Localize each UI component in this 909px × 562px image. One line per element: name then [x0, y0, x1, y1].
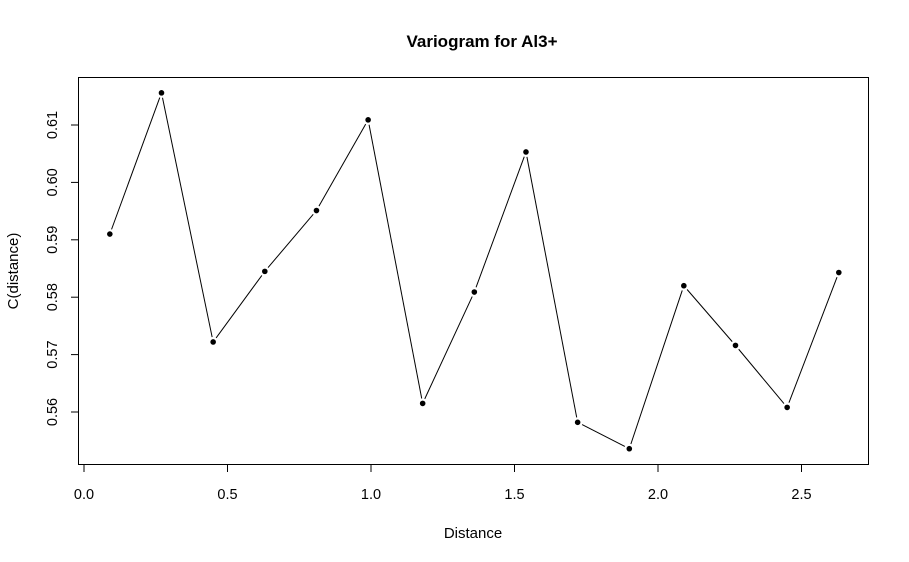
x-tick-label: 2.0: [648, 487, 668, 503]
x-axis-label: Distance: [444, 525, 502, 542]
y-tick-label: 0.57: [45, 340, 61, 368]
series-line-segment: [788, 277, 838, 403]
data-point: [731, 341, 740, 350]
series-line-segment: [424, 296, 473, 400]
y-tick-label: 0.59: [45, 226, 61, 254]
y-axis: 0.56 0.57 0.58 0.59 0.60 0.61: [45, 111, 79, 426]
data-point: [625, 444, 634, 453]
x-tick-label: 2.5: [791, 487, 811, 503]
data-point: [260, 267, 269, 276]
x-tick-label: 1.5: [504, 487, 524, 503]
y-tick-label: 0.56: [45, 398, 61, 426]
series-line-segment: [267, 214, 314, 268]
y-tick-label: 0.58: [45, 283, 61, 311]
data-point: [679, 281, 688, 290]
y-tick-label: 0.61: [45, 111, 61, 139]
data-point: [105, 230, 114, 239]
data-point: [470, 288, 479, 297]
x-tick-label: 1.0: [361, 487, 381, 503]
series-line-segment: [111, 97, 161, 230]
series-line-segment: [630, 290, 683, 445]
series-line-segment: [738, 348, 785, 404]
data-point: [573, 418, 582, 427]
chart-title: Variogram for Al3+: [406, 32, 557, 51]
y-tick-label: 0.60: [45, 168, 61, 196]
data-point: [312, 206, 321, 215]
data-point: [521, 147, 530, 156]
series-line-segment: [215, 275, 263, 339]
x-tick-label: 0.0: [74, 487, 94, 503]
series-line-segment: [368, 124, 423, 399]
plot-frame: [78, 77, 869, 465]
series-line-segment: [318, 123, 367, 207]
series-line-segment: [581, 424, 626, 447]
x-axis: 0.0 0.5 1.0 1.5 2.0 2.5: [74, 464, 812, 503]
data-point: [418, 399, 427, 408]
data-point: [783, 403, 792, 412]
data-point: [209, 337, 218, 346]
series-line-segment: [686, 289, 733, 342]
data-point: [834, 268, 843, 277]
y-axis-label: C(distance): [5, 233, 22, 310]
series-line-segment: [475, 156, 525, 288]
series-line-segment: [162, 97, 213, 338]
x-tick-label: 0.5: [217, 487, 237, 503]
series-line-segment: [526, 156, 578, 418]
series-layer: [105, 88, 843, 453]
data-point: [157, 88, 166, 97]
data-point: [364, 115, 373, 124]
